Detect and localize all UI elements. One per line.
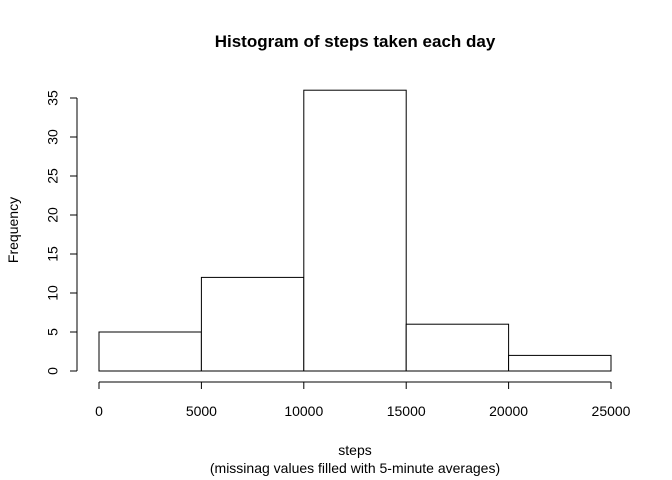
y-tick-label: 30 [45, 129, 61, 145]
y-axis: 0 5 10 15 20 25 30 35 [45, 90, 78, 375]
y-axis-label: Frequency [5, 197, 21, 263]
x-axis-label: steps [338, 442, 371, 458]
y-tick-label: 0 [45, 367, 61, 375]
x-axis-sublabel: (missinag values filled with 5-minute av… [210, 460, 500, 476]
histogram-bar-4 [405, 323, 510, 372]
x-tick-label: 20000 [489, 403, 528, 419]
y-tick-label: 20 [45, 207, 61, 223]
y-tick-label: 15 [45, 246, 61, 262]
bars-group [98, 89, 612, 372]
x-tick-label: 10000 [284, 403, 323, 419]
x-tick-label: 0 [95, 403, 103, 419]
histogram-bar-5 [508, 354, 612, 372]
y-tick-label: 35 [45, 90, 61, 106]
histogram-bar-2 [200, 276, 305, 372]
y-tick-label: 25 [45, 168, 61, 184]
histogram-bar-3 [303, 89, 407, 372]
x-axis: 0 5000 10000 15000 20000 25000 [95, 381, 631, 419]
x-tick-label: 25000 [592, 403, 631, 419]
histogram-bar-1 [98, 331, 202, 372]
x-tick-label: 5000 [186, 403, 217, 419]
y-tick-label: 5 [45, 328, 61, 336]
x-tick-label: 15000 [387, 403, 426, 419]
chart-title: Histogram of steps taken each day [215, 32, 496, 51]
y-tick-label: 10 [45, 285, 61, 301]
